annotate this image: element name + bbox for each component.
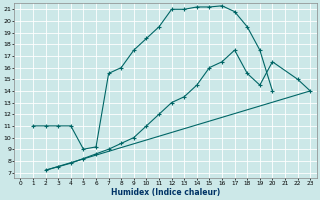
X-axis label: Humidex (Indice chaleur): Humidex (Indice chaleur) (111, 188, 220, 197)
